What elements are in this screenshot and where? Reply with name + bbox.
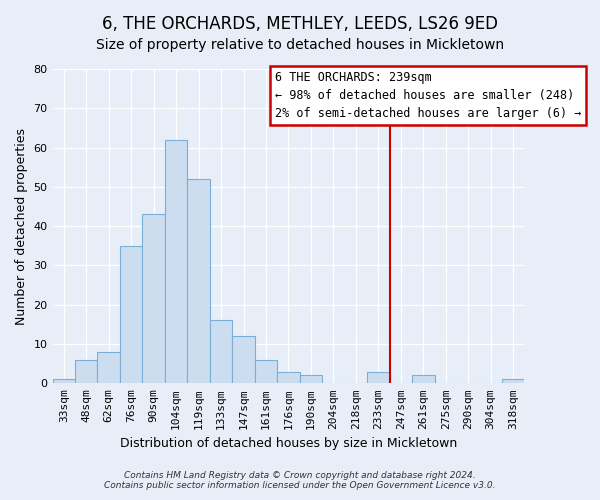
Bar: [210, 320, 232, 384]
Bar: [412, 376, 434, 384]
Text: Contains HM Land Registry data © Crown copyright and database right 2024.
Contai: Contains HM Land Registry data © Crown c…: [104, 470, 496, 490]
Text: Size of property relative to detached houses in Mickletown: Size of property relative to detached ho…: [96, 38, 504, 52]
Y-axis label: Number of detached properties: Number of detached properties: [15, 128, 28, 324]
Bar: [97, 352, 120, 384]
Bar: [367, 372, 389, 384]
Text: 6 THE ORCHARDS: 239sqm
← 98% of detached houses are smaller (248)
2% of semi-det: 6 THE ORCHARDS: 239sqm ← 98% of detached…: [275, 71, 581, 120]
Bar: [255, 360, 277, 384]
Bar: [502, 380, 524, 384]
Bar: [75, 360, 97, 384]
Bar: [53, 380, 75, 384]
X-axis label: Distribution of detached houses by size in Mickletown: Distribution of detached houses by size …: [120, 437, 457, 450]
Bar: [232, 336, 255, 384]
Bar: [300, 376, 322, 384]
Text: 6, THE ORCHARDS, METHLEY, LEEDS, LS26 9ED: 6, THE ORCHARDS, METHLEY, LEEDS, LS26 9E…: [102, 15, 498, 33]
Bar: [142, 214, 165, 384]
Bar: [187, 179, 210, 384]
Bar: [165, 140, 187, 384]
Bar: [120, 246, 142, 384]
Bar: [277, 372, 300, 384]
